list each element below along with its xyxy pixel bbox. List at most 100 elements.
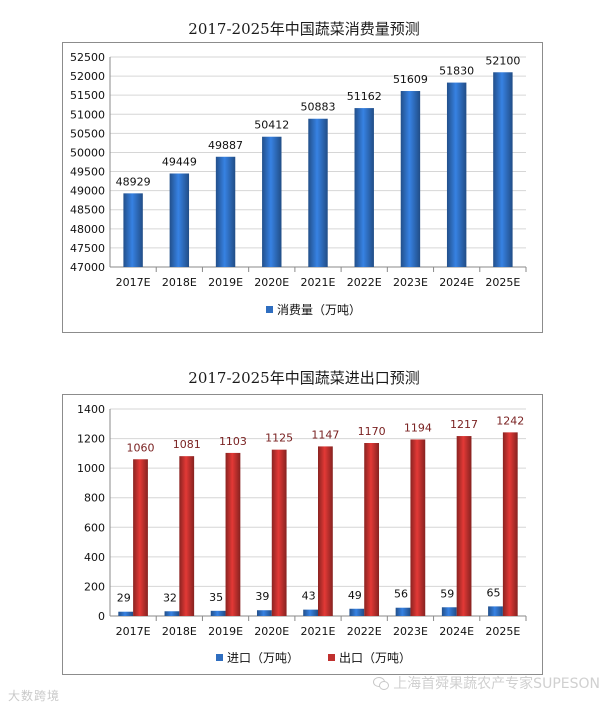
chart1-xtick-label: 2020E [254, 276, 289, 289]
chart2-legend-label: 出口（万吨） [339, 651, 411, 665]
chart2-ytick-label: 800 [84, 492, 105, 505]
chart2-data-label: 35 [209, 591, 223, 604]
chart1-legend-swatch [266, 306, 273, 313]
chart2-data-label: 1125 [265, 432, 293, 445]
chart2-xtick-label: 2019E [208, 625, 243, 638]
chart1-legend-label: 消费量（万吨） [277, 303, 361, 317]
chart2-panel: 0 200 400 600 800 1000 1200 1400 2017E 2018E 2019E… [62, 394, 543, 675]
chart2-bar-s1 [488, 606, 503, 616]
chart2-bar-s2 [271, 449, 287, 616]
chart1-ytick-label: 51500 [70, 89, 105, 102]
chart1-xtick-label: 2024E [439, 276, 474, 289]
chart2-xtick-label: 2018E [162, 625, 197, 638]
chart2-data-label: 1060 [127, 441, 155, 454]
chart2-xtick-label: 2023E [393, 625, 428, 638]
chart2-xtick-label: 2024E [439, 625, 474, 638]
wechat-icon [373, 676, 390, 690]
chart2-ytick-label: 1400 [77, 403, 105, 416]
chart2-bar-s2 [179, 456, 195, 616]
chart2-data-label: 1217 [450, 418, 478, 431]
chart2-data-label: 43 [302, 590, 316, 603]
chart1-data-label: 49887 [208, 139, 243, 152]
chart1-xtick-label: 2019E [208, 276, 243, 289]
chart1-bar-s1 [308, 118, 328, 268]
chart2-legend-label: 进口（万吨） [227, 651, 299, 665]
watermark-right-text: 上海首舜果蔬农产专家SUPESON [393, 676, 600, 692]
chart2-ytick-label: 200 [84, 580, 105, 593]
chart2-data-label: 1170 [358, 425, 386, 438]
chart1-ytick-label: 51000 [70, 108, 105, 121]
chart2-bar-s1 [210, 610, 226, 616]
chart2-ytick-label: 0 [98, 610, 105, 623]
chart2-xtick-label: 2022E [347, 625, 382, 638]
chart1-bar-s1 [215, 156, 236, 267]
chart1-xtick-label: 2022E [347, 276, 382, 289]
chart1-data-label: 50412 [254, 119, 289, 132]
chart1-data-label: 49449 [162, 155, 197, 168]
chart1-bar-s1 [354, 108, 374, 267]
chart1-bar-s1 [262, 136, 282, 267]
chart2-ytick-label: 1200 [77, 433, 105, 446]
chart2-bar-s1 [164, 611, 180, 616]
chart1-data-label: 51162 [347, 90, 382, 103]
chart2-bar-s2 [456, 436, 472, 616]
chart2-bar-s2 [502, 432, 518, 616]
chart1-bar-s1 [123, 193, 143, 267]
chart2-bar-s2 [364, 443, 380, 616]
chart1-bar-s1 [169, 173, 190, 267]
chart1-svg: 47000 47500 48000 48500 49000 49500 50000 50500… [70, 51, 527, 317]
chart1-ytick-label: 49500 [70, 166, 105, 179]
chart1-data-label: 52100 [485, 54, 520, 67]
chart1-data-label: 50883 [301, 101, 336, 114]
chart2-data-label: 1081 [173, 438, 201, 451]
chart2-bar-s1 [303, 609, 318, 616]
chart1-bar-s1 [493, 72, 513, 267]
chart2-xtick-label: 2021E [301, 625, 336, 638]
chart1-xtick-label: 2025E [485, 276, 520, 289]
chart2-bar-s1 [349, 608, 365, 616]
chart2-bar-s1 [441, 607, 457, 616]
chart1-bar-s1 [400, 91, 421, 267]
chart2-data-label: 1147 [311, 428, 339, 441]
chart2-xtick-label: 2020E [254, 625, 289, 638]
chart1-title: 2017-2025年中国蔬菜消费量预测 [188, 20, 420, 38]
chart1-ytick-label: 50000 [70, 146, 105, 159]
chart2-bar-s1 [118, 611, 134, 616]
chart1-panel: 47000 47500 48000 48500 49000 49500 50000 50500… [62, 42, 543, 333]
chart2-data-label: 49 [348, 589, 362, 602]
chart1-ytick-label: 52500 [70, 51, 105, 64]
chart2-data-label: 65 [486, 586, 500, 599]
chart2-ytick-label: 1000 [77, 462, 105, 475]
chart2-ytick-label: 400 [84, 551, 105, 564]
chart2-data-label: 32 [163, 591, 177, 604]
chart2-data-label: 1242 [496, 414, 524, 427]
chart2-bar-s1 [256, 610, 272, 616]
chart2-xtick-label: 2017E [116, 625, 151, 638]
chart2-data-label: 59 [440, 587, 454, 600]
chart2-bar-s2 [318, 446, 333, 616]
watermark-left: 大数跨境 [8, 689, 61, 703]
chart1-ytick-label: 48000 [70, 223, 105, 236]
chart2-bar-s2 [133, 459, 148, 616]
chart2-bar-s2 [225, 452, 241, 616]
chart1-ytick-label: 47000 [70, 261, 105, 274]
chart1-data-label: 51830 [439, 65, 474, 78]
chart2-legend-swatch [328, 654, 335, 661]
chart2-legend-swatch [216, 654, 223, 661]
chart2-data-label: 1103 [219, 435, 247, 448]
chart1-xtick-label: 2023E [393, 276, 428, 289]
chart1-xtick-label: 2018E [162, 276, 197, 289]
chart2-data-label: 39 [255, 590, 269, 603]
chart1-ytick-label: 48500 [70, 204, 105, 217]
chart1-ytick-label: 52000 [70, 70, 105, 83]
chart1-ytick-label: 50500 [70, 127, 105, 140]
chart2-data-label: 29 [117, 592, 131, 605]
chart1-data-label: 51609 [393, 73, 428, 86]
chart2-data-label: 56 [394, 588, 408, 601]
chart2-svg: 0 200 400 600 800 1000 1200 1400 2017E 2018E 2019E… [77, 403, 527, 665]
watermark-right: 上海首舜果蔬农产专家SUPESON [373, 673, 600, 693]
chart1-xtick-label: 2017E [116, 276, 151, 289]
chart2-title: 2017-2025年中国蔬菜进出口预测 [188, 369, 420, 387]
chart1-xtick-label: 2021E [301, 276, 336, 289]
chart2-data-label: 1194 [404, 421, 432, 434]
